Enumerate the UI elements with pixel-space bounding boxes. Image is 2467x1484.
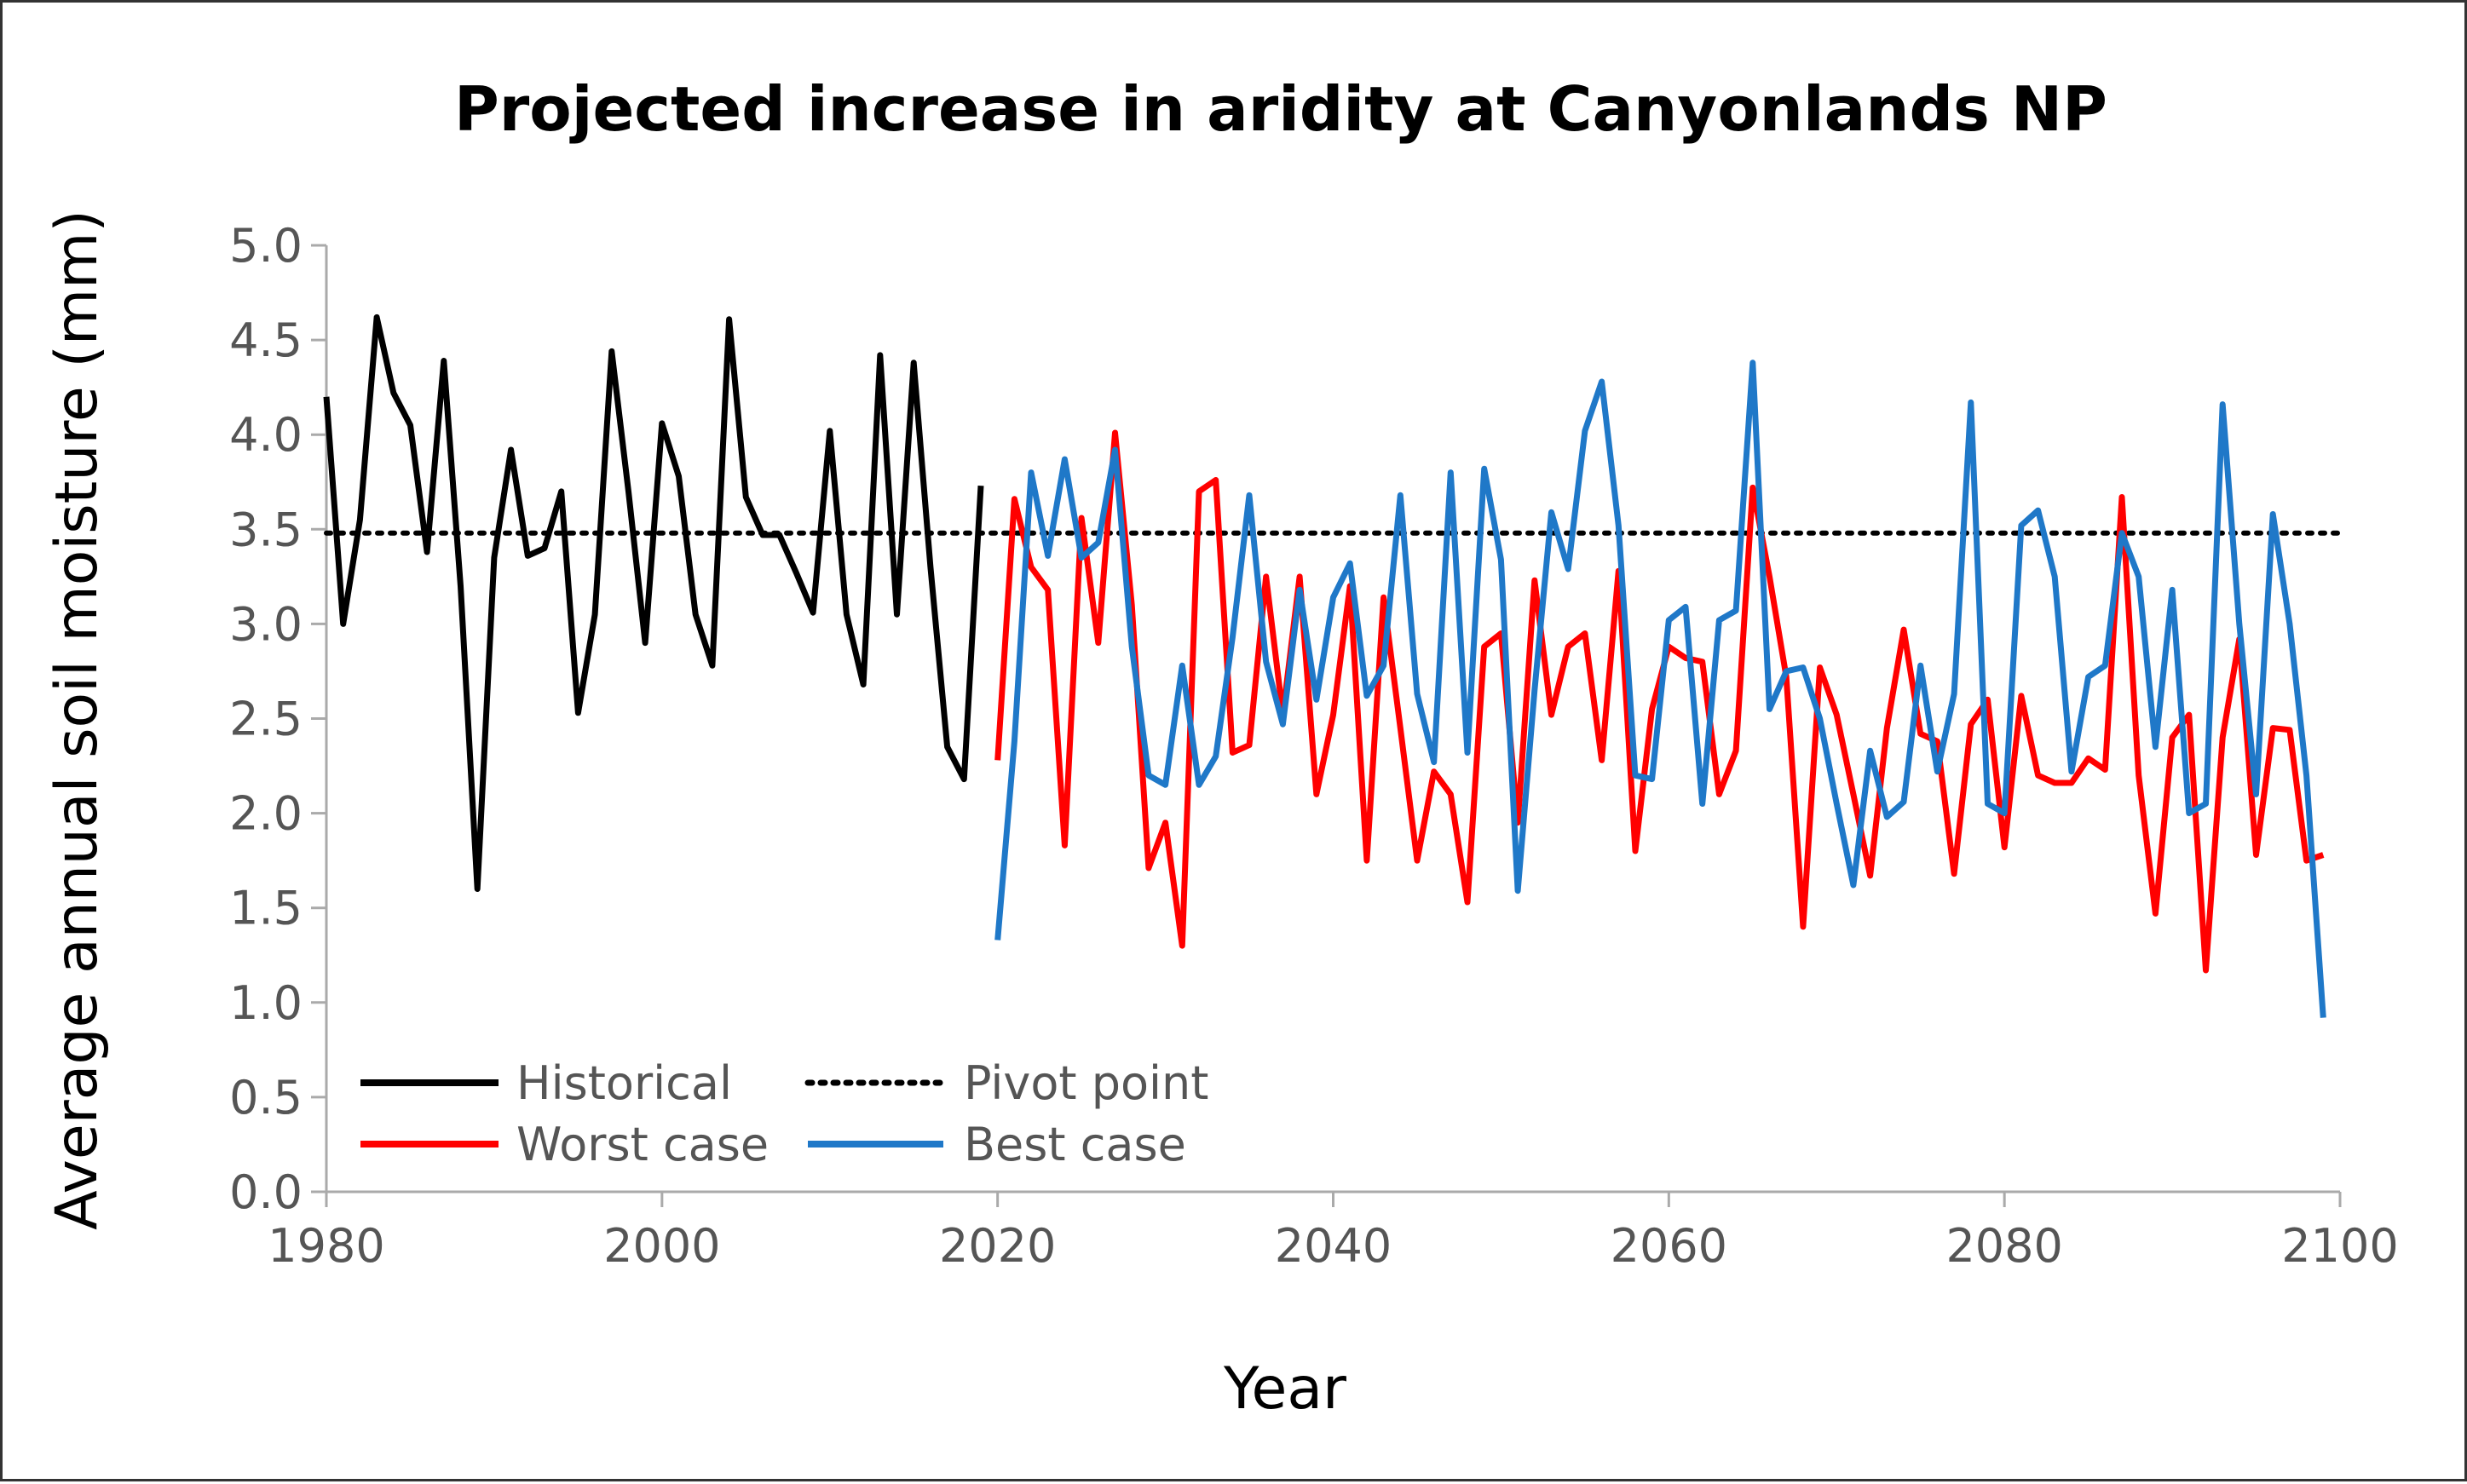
legend-label-best-case: Best case [964, 1118, 1186, 1171]
y-tick-label: 3.0 [229, 597, 303, 651]
y-tick-label: 0.0 [229, 1165, 303, 1219]
x-tick-label: 2000 [603, 1219, 720, 1273]
chart-title: Projected increase in aridity at Canyonl… [454, 73, 2107, 145]
legend-label-pivot-point: Pivot point [964, 1056, 1208, 1110]
x-tick-label: 2020 [939, 1219, 1056, 1273]
y-tick-label: 5.0 [229, 219, 303, 273]
x-tick-label: 1980 [268, 1219, 384, 1273]
y-tick-label: 3.5 [229, 503, 303, 556]
y-tick-label: 2.0 [229, 787, 303, 841]
y-tick-label: 4.5 [229, 313, 303, 367]
x-tick-label: 2100 [2281, 1219, 2398, 1273]
x-tick-label: 2040 [1275, 1219, 1392, 1273]
y-tick-label: 2.5 [229, 693, 303, 746]
legend: Historical Pivot point Worst case Best c… [360, 1056, 1208, 1171]
series-line-best-case [994, 359, 2326, 1018]
y-tick-label: 4.0 [229, 408, 303, 462]
legend-label-worst-case: Worst case [516, 1118, 769, 1171]
x-axis-title: Year [1223, 1355, 1346, 1423]
x-tick-label: 2060 [1611, 1219, 1727, 1273]
y-tick-label: 0.5 [229, 1071, 303, 1125]
x-tick-label: 2080 [1945, 1219, 2062, 1273]
y-tick-label: 1.0 [229, 976, 303, 1030]
series-line-historical [323, 313, 984, 892]
y-axis-title: Average annual soil moisture (mm) [43, 210, 111, 1230]
series-layer [323, 313, 2343, 1018]
y-tick-label: 1.5 [229, 882, 303, 935]
legend-label-historical: Historical [516, 1056, 732, 1110]
chart: Projected increase in aridity at Canyonl… [43, 73, 2399, 1423]
tick-layer: 0.0 0.5 1.0 1.5 2.0 2.5 3.0 3.5 4.0 4.5 5.0 1980 200… [229, 219, 2399, 1273]
